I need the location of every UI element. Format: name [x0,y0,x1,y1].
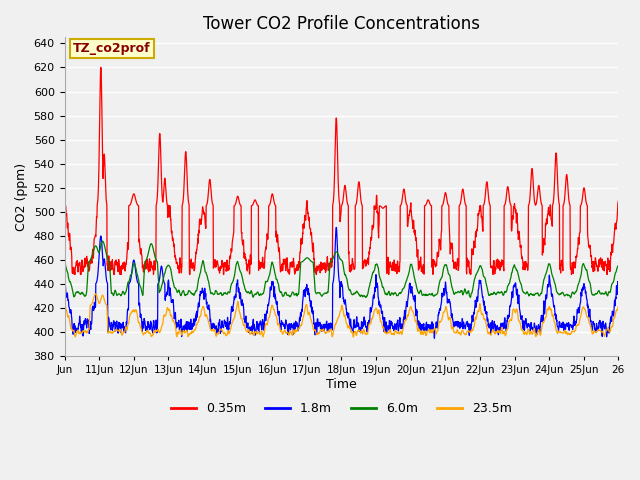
0.35m [614,198,622,204]
1.8m [509,294,516,300]
0.35m [509,213,516,219]
6.0m [614,264,622,269]
Legend: 0.35m, 1.8m, 6.0m, 23.5m: 0.35m, 1.8m, 6.0m, 23.5m [166,397,516,420]
23.5m [614,303,622,309]
X-axis label: Time: Time [326,378,357,391]
23.5m [61,300,68,306]
6.0m [566,295,574,300]
Line: 1.8m: 1.8m [65,228,618,338]
6.0m [236,267,243,273]
6.0m [508,268,516,274]
23.5m [116,326,124,332]
6.0m [99,239,106,244]
Y-axis label: CO2 (ppm): CO2 (ppm) [15,163,28,231]
0.35m [540,236,548,241]
23.5m [509,309,516,315]
23.5m [236,309,243,315]
23.5m [607,325,615,331]
Title: Tower CO2 Profile Concentrations: Tower CO2 Profile Concentrations [203,15,480,33]
23.5m [375,308,383,314]
1.8m [116,320,124,326]
6.0m [116,292,124,298]
0.35m [116,266,124,272]
Text: TZ_co2prof: TZ_co2prof [73,42,150,55]
0.35m [607,251,615,257]
6.0m [540,278,547,284]
0.35m [70,272,78,277]
1.8m [614,280,622,286]
1.8m [236,292,243,298]
6.0m [375,270,383,276]
1.8m [431,336,438,341]
0.35m [236,201,244,207]
1.8m [375,298,383,303]
23.5m [540,319,548,325]
0.35m [61,203,68,209]
1.8m [332,225,340,230]
6.0m [607,286,615,292]
23.5m [92,291,99,297]
Line: 23.5m: 23.5m [65,294,618,337]
6.0m [61,259,68,264]
1.8m [607,314,615,320]
23.5m [349,334,357,340]
1.8m [540,298,548,304]
Line: 0.35m: 0.35m [65,67,618,275]
0.35m [375,223,383,228]
Line: 6.0m: 6.0m [65,241,618,298]
1.8m [61,280,68,286]
0.35m [97,64,105,70]
